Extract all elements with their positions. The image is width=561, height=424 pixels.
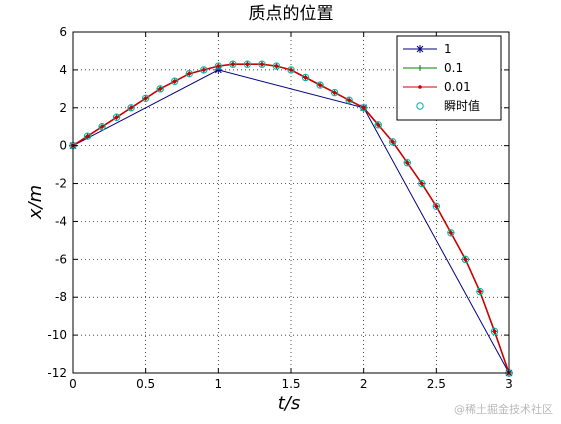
circle-marker <box>345 96 353 104</box>
y-axis-label: x/m <box>25 185 46 220</box>
circle-marker <box>403 159 411 167</box>
circle-marker <box>374 121 382 129</box>
dot-marker <box>202 68 206 72</box>
circle-marker <box>301 73 310 82</box>
circle-marker <box>418 179 426 188</box>
legend-label: 0.01 <box>444 80 471 94</box>
dot-marker <box>449 231 453 235</box>
x-axis-label: t/s <box>278 393 301 414</box>
circle-marker <box>141 94 150 103</box>
circle-marker <box>416 102 424 110</box>
dot-marker <box>361 105 366 110</box>
star-marker <box>416 45 424 53</box>
dot-marker <box>420 181 424 186</box>
dot-marker <box>332 90 337 95</box>
dot-marker <box>100 124 104 129</box>
dot-marker <box>260 62 264 67</box>
circle-marker <box>272 62 281 70</box>
circle-marker <box>185 69 193 78</box>
y-tick-label: -8 <box>55 290 67 304</box>
dot-marker <box>129 105 133 110</box>
y-tick-label: -10 <box>47 328 67 342</box>
dot-marker <box>231 62 235 67</box>
circle-marker <box>243 60 252 68</box>
x-tick-label: 0 <box>69 377 77 391</box>
dot-marker <box>187 71 192 76</box>
circle-marker <box>171 77 179 85</box>
x-tick-label: 1 <box>215 377 223 391</box>
legend-box <box>396 35 502 121</box>
plus-marker <box>417 65 423 71</box>
circle-marker <box>112 113 121 121</box>
dot-marker <box>289 68 293 72</box>
dot-marker <box>376 123 381 127</box>
y-tick-label: -6 <box>55 252 67 266</box>
chart-title: 质点的位置 <box>249 4 334 24</box>
legend-label: 1 <box>444 42 452 56</box>
dot-marker <box>158 87 162 91</box>
circle-marker <box>432 202 441 210</box>
circle-marker <box>229 60 237 68</box>
y-tick-label: -12 <box>47 366 67 380</box>
watermark-text: @稀土掘金技术社区 <box>454 403 553 416</box>
y-tick-label: 2 <box>59 101 67 115</box>
dot-marker <box>303 75 308 80</box>
y-tick-label: 6 <box>59 25 67 39</box>
legend-label: 0.1 <box>444 61 463 75</box>
circle-marker <box>214 62 223 70</box>
dot-marker <box>274 64 279 68</box>
y-tick-label: -2 <box>55 177 67 191</box>
series-line <box>72 69 510 374</box>
circle-marker <box>359 104 368 112</box>
dot-marker <box>143 96 148 101</box>
y-tick-label: 0 <box>59 139 67 153</box>
x-tick-label: 1.5 <box>281 377 300 391</box>
circle-marker <box>316 81 324 89</box>
y-tick-label: 4 <box>59 63 67 77</box>
circle-marker <box>389 138 397 146</box>
y-tick-label: -4 <box>55 214 67 228</box>
dot-marker <box>347 98 351 102</box>
series-layer <box>69 60 513 377</box>
circle-marker <box>461 255 470 264</box>
circle-marker <box>490 327 499 336</box>
tick-marks: 0 0.5 1 1.5 2 2.5 3 6 4 2 0 -2 -4 -6 -8 -10 -12 <box>47 25 512 391</box>
series-3 <box>69 60 513 377</box>
dot-marker <box>216 64 221 68</box>
x-tick-label: 2 <box>360 377 368 391</box>
dot-marker <box>478 289 482 294</box>
circle-marker <box>287 66 295 74</box>
legend: 1 0.1 0.01 瞬时值 <box>396 35 502 121</box>
circle-marker <box>476 287 484 296</box>
series-2 <box>71 62 511 375</box>
dot-marker <box>492 329 497 334</box>
circle-marker <box>156 85 164 93</box>
circle-marker <box>258 60 266 68</box>
circle-marker <box>447 229 455 237</box>
circle-marker <box>127 104 135 112</box>
dot-marker <box>85 134 90 138</box>
x-tick-label: 2.5 <box>427 377 446 391</box>
dot-marker <box>434 204 439 209</box>
dot-marker <box>418 85 422 89</box>
dot-marker <box>405 160 410 165</box>
legend-label: 瞬时值 <box>444 98 480 113</box>
dot-marker <box>463 257 468 262</box>
dot-marker <box>114 115 119 120</box>
circle-marker <box>200 66 208 74</box>
circle-marker <box>330 88 339 97</box>
star-marker <box>214 65 223 74</box>
dot-marker <box>245 62 250 67</box>
dot-marker <box>172 79 177 84</box>
circle-marker <box>83 132 92 140</box>
dot-marker <box>318 83 322 87</box>
x-tick-label: 0.5 <box>136 377 155 391</box>
x-tick-label: 3 <box>505 377 513 391</box>
circle-marker <box>98 123 106 131</box>
dot-marker <box>390 140 395 144</box>
